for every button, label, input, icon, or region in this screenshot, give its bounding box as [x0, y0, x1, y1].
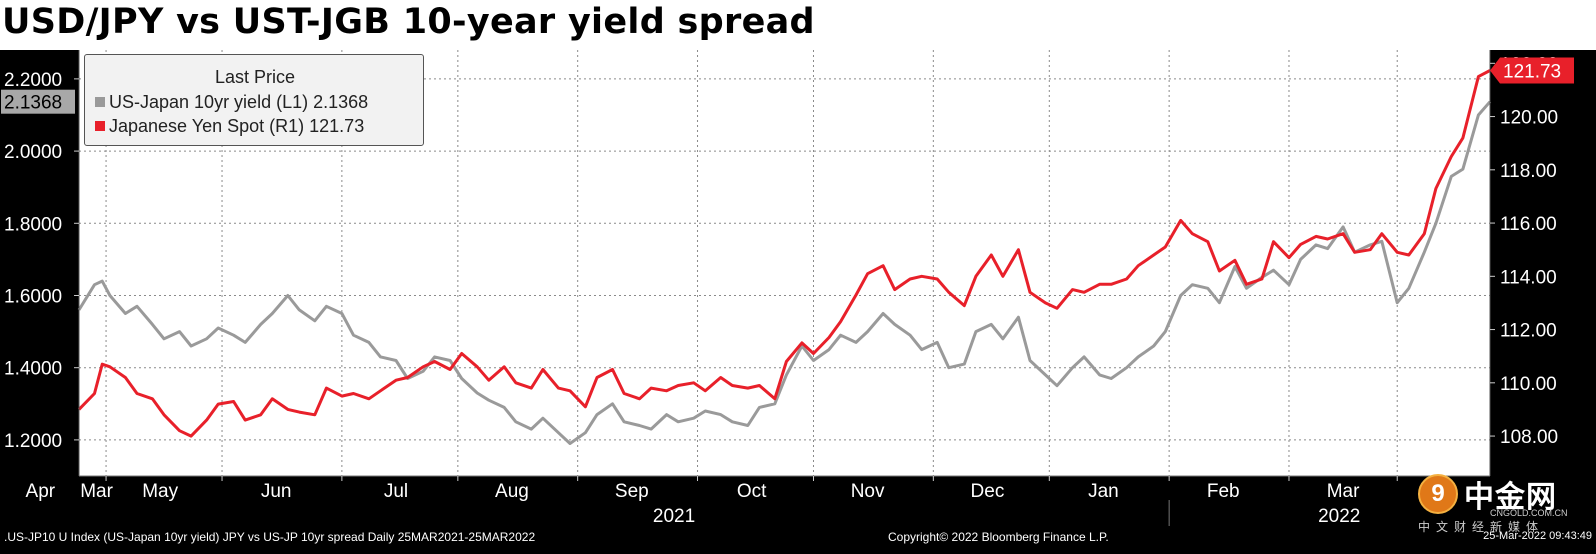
watermark-name: 中金网 [1464, 480, 1557, 515]
right-tick-label: 110.00 [1500, 374, 1557, 395]
footer-copyright: Copyright© 2022 Bloomberg Finance L.P. [888, 530, 1109, 544]
left-tick-label: 2.0000 [4, 142, 62, 163]
x-month-label: Feb [1207, 481, 1240, 502]
legend-item-label: US-Japan 10yr yield (L1) 2.1368 [109, 92, 369, 112]
right-tick-label: 112.00 [1500, 321, 1557, 342]
legend-title: Last Price [214, 67, 296, 87]
left-tick-label: 1.6000 [4, 286, 62, 307]
x-month-label: Aug [495, 481, 529, 502]
x-month-label: Oct [737, 481, 767, 502]
x-month-label: Mar [1327, 481, 1360, 502]
legend-item-label: Japanese Yen Spot (R1) 121.73 [109, 116, 365, 136]
legend-item-yield-spread: US-Japan 10yr yield (L1) 2.1368 [95, 92, 368, 113]
watermark-tagline: 中文财经新媒体 [1418, 520, 1545, 534]
x-month-label: Jan [1088, 481, 1119, 502]
right-last-value-label: 121.73 [1503, 62, 1561, 83]
x-year-label: 2021 [653, 506, 695, 527]
watermark: 9 中金网 CNGOLD.COM.CN 中文财经新媒体 [1418, 470, 1588, 534]
left-tick-label: 1.2000 [4, 431, 62, 452]
title-bar: USD/JPY vs UST-JGB 10-year yield spread [0, 0, 1596, 50]
legend-item-yen-spot: Japanese Yen Spot (R1) 121.73 [95, 116, 364, 137]
footer: .US-JP10 U Index (US-Japan 10yr yield) J… [0, 528, 1596, 554]
legend: Last Price US-Japan 10yr yield (L1) 2.13… [84, 54, 424, 146]
right-tick-label: 118.00 [1500, 161, 1557, 182]
watermark-domain: CNGOLD.COM.CN [1490, 508, 1568, 518]
x-month-label: May [142, 481, 178, 502]
right-tick-label: 114.00 [1500, 267, 1557, 288]
left-last-value-box [1, 89, 75, 114]
right-tick-label: 108.00 [1500, 427, 1558, 448]
left-axis: 1.2000 1.4000 1.6000 1.8000 2.0000 2.20002.13… [1, 50, 80, 476]
footer-source: .US-JP10 U Index (US-Japan 10yr yield) J… [4, 530, 536, 544]
x-month-label: Sep [615, 481, 649, 502]
x-month-label: Mar [80, 481, 113, 502]
gridlines [79, 50, 1490, 476]
footer-timestamp: 25-Mar-2022 09:43:49 [1483, 530, 1592, 542]
legend-swatch-red [95, 121, 105, 131]
left-tick-label: 1.4000 [4, 359, 62, 380]
right-tick-label: 120.00 [1500, 108, 1558, 129]
chart-title: USD/JPY vs UST-JGB 10-year yield spread [2, 2, 815, 42]
x-year-label: 2022 [1318, 506, 1360, 527]
x-month-label: Jun [261, 481, 292, 502]
x-month-label: Dec [971, 481, 1005, 502]
x-month-label: Nov [851, 481, 885, 502]
right-tick-label: 116.00 [1500, 214, 1557, 235]
x-axis: Mar Apr May Jun Jul Aug Sep Oct Nov Dec Jan Feb Mar 2… [26, 475, 1490, 527]
left-last-value-label: 2.1368 [4, 93, 62, 114]
series-line-yen-spot [77, 69, 1491, 438]
series-layer [77, 69, 1492, 445]
x-month-label: Jul [384, 481, 408, 502]
legend-swatch-gray [95, 97, 105, 107]
left-tick-label: 2.2000 [4, 70, 62, 91]
cngold-logo-icon: 9 [1418, 474, 1458, 514]
x-month-label: Apr [26, 481, 56, 502]
right-last-value-box [1490, 57, 1574, 84]
left-tick-label: 1.8000 [4, 214, 62, 235]
right-axis: 108.00 110.00 112.00 114.00 116.00 118.00 120.… [1489, 50, 1574, 476]
